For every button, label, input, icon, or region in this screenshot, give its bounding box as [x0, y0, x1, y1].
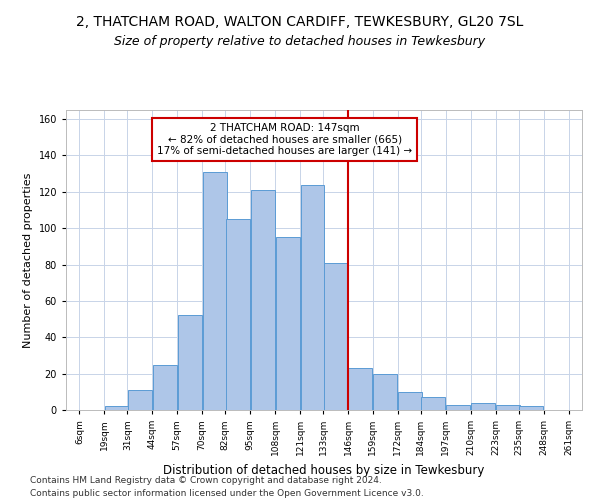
Bar — [496, 404, 520, 410]
Bar — [373, 374, 397, 410]
Text: Contains HM Land Registry data © Crown copyright and database right 2024.: Contains HM Land Registry data © Crown c… — [30, 476, 382, 485]
Bar — [153, 364, 177, 410]
Text: Size of property relative to detached houses in Tewkesbury: Size of property relative to detached ho… — [115, 35, 485, 48]
Bar — [349, 368, 373, 410]
Bar — [471, 402, 495, 410]
Bar — [275, 238, 299, 410]
Text: 2 THATCHAM ROAD: 147sqm
← 82% of detached houses are smaller (665)
17% of semi-d: 2 THATCHAM ROAD: 147sqm ← 82% of detache… — [157, 122, 412, 156]
Bar — [398, 392, 422, 410]
Bar — [251, 190, 275, 410]
Bar — [301, 184, 325, 410]
Y-axis label: Number of detached properties: Number of detached properties — [23, 172, 33, 348]
Bar — [105, 406, 129, 410]
Bar — [178, 316, 202, 410]
Bar — [203, 172, 227, 410]
Bar — [421, 398, 445, 410]
Text: Contains public sector information licensed under the Open Government Licence v3: Contains public sector information licen… — [30, 488, 424, 498]
Bar — [226, 219, 250, 410]
Text: 2, THATCHAM ROAD, WALTON CARDIFF, TEWKESBURY, GL20 7SL: 2, THATCHAM ROAD, WALTON CARDIFF, TEWKES… — [76, 15, 524, 29]
X-axis label: Distribution of detached houses by size in Tewkesbury: Distribution of detached houses by size … — [163, 464, 485, 476]
Bar — [128, 390, 152, 410]
Bar — [323, 262, 347, 410]
Bar — [446, 404, 470, 410]
Bar — [519, 406, 543, 410]
